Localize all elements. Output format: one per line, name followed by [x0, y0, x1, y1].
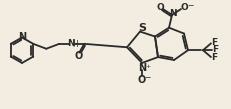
Text: −: −	[144, 73, 150, 82]
Text: N: N	[169, 9, 177, 18]
Text: +: +	[145, 64, 150, 69]
Text: N: N	[18, 32, 26, 42]
Text: F: F	[211, 53, 217, 62]
Text: F: F	[211, 38, 217, 47]
Text: O: O	[138, 75, 146, 85]
Text: F: F	[212, 45, 218, 54]
Text: O: O	[156, 3, 164, 12]
Text: S: S	[138, 23, 146, 33]
Text: O: O	[74, 51, 82, 61]
Text: −: −	[187, 1, 193, 10]
Text: O: O	[180, 3, 188, 12]
Text: N: N	[67, 39, 75, 48]
Text: H: H	[72, 40, 78, 49]
Text: N: N	[138, 63, 146, 73]
